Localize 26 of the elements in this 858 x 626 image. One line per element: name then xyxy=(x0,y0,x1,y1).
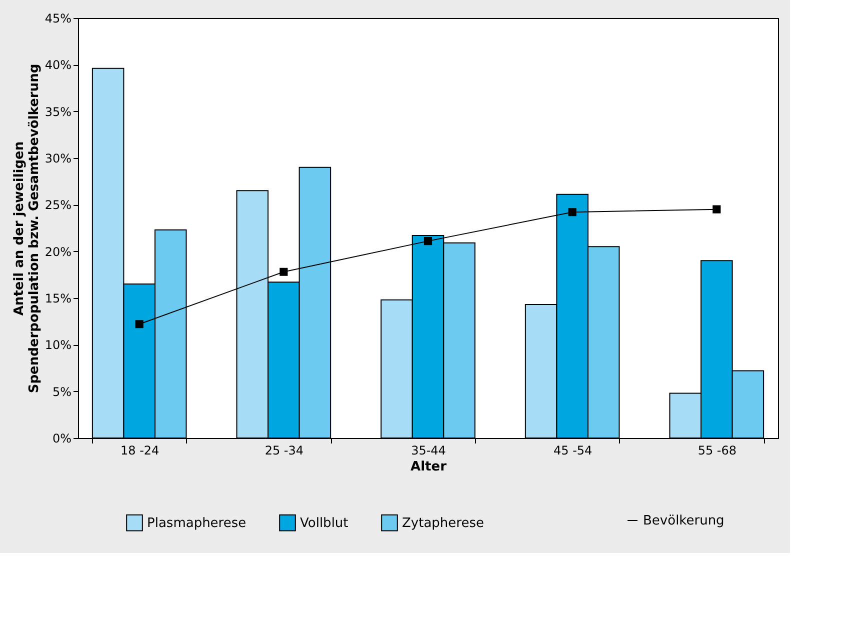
y-tick-label: 45% xyxy=(44,12,72,26)
x-tick-label: 55 -68 xyxy=(698,444,737,458)
x-tick-label: 35-44 xyxy=(411,444,446,458)
point xyxy=(712,205,721,214)
y-tick-label: 10% xyxy=(44,338,72,352)
point xyxy=(280,268,288,276)
y-tick-label: 25% xyxy=(44,198,72,212)
legend-label: Plasmapherese xyxy=(147,516,246,531)
point xyxy=(424,237,432,246)
y-tick-label: 30% xyxy=(44,152,72,166)
y-axis-title: Anteil an der jeweiligen Spenderpopulation bzw. Gesamtbevölkerung xyxy=(12,64,42,394)
x-tick-label: 45 -54 xyxy=(553,444,592,458)
x-tick-label: 18 -24 xyxy=(120,444,160,458)
y-tick-label: 35% xyxy=(44,104,72,119)
y-tick-label: 40% xyxy=(44,58,72,72)
legend-label: Vollblut xyxy=(300,516,348,531)
y-tick-label: 5% xyxy=(52,384,72,399)
legend-label: Bevölkerung xyxy=(643,514,724,528)
point xyxy=(568,208,576,216)
x-axis-title: Alter xyxy=(410,460,448,474)
y-tick-label: 0% xyxy=(52,432,72,446)
point xyxy=(135,320,144,328)
legend-label: Zytapherese xyxy=(402,516,484,531)
x-tick-label: 25 -34 xyxy=(264,444,304,458)
y-tick-label: 15% xyxy=(44,292,72,306)
y-tick-label: 20% xyxy=(44,244,72,259)
